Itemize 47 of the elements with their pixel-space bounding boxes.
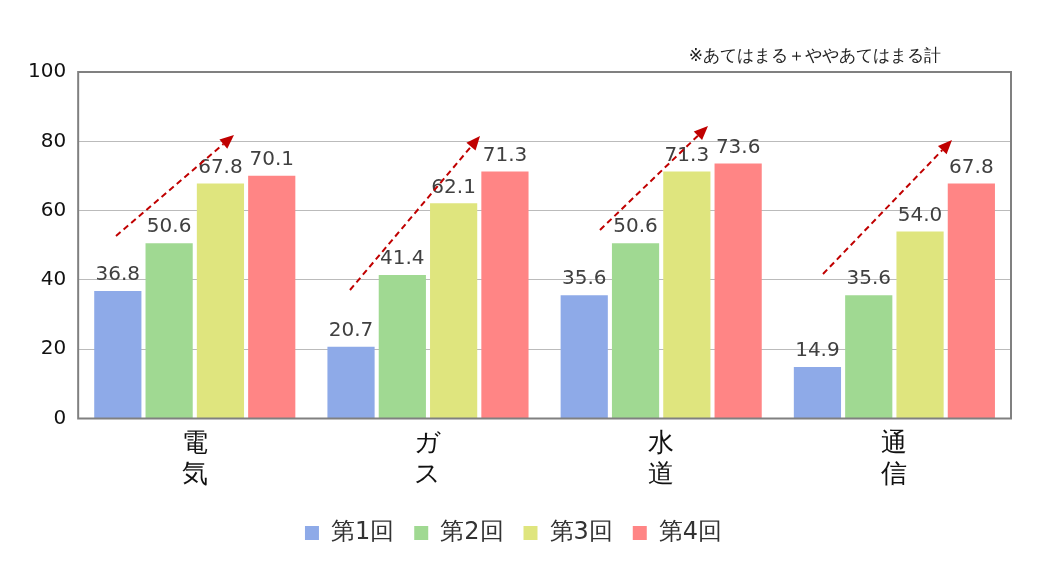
bar — [947, 183, 995, 419]
legend-label: 第1回 — [330, 517, 395, 546]
legend-label: 第3回 — [549, 517, 613, 546]
text: 70.1 — [249, 145, 294, 170]
bar — [145, 243, 193, 419]
x-tick-label: 通信 — [881, 426, 908, 489]
text: 50.6 — [613, 213, 658, 238]
text: 41.4 — [380, 245, 425, 270]
bar — [481, 171, 529, 419]
text: 50.6 — [146, 213, 192, 238]
text: 71.3 — [664, 141, 710, 166]
text: 67.8 — [198, 153, 243, 178]
text: 14.9 — [795, 337, 840, 362]
bar — [430, 203, 478, 419]
x-tick-label: 水道 — [648, 426, 675, 489]
bar — [378, 275, 426, 419]
text: 35.6 — [561, 265, 607, 290]
legend-label: 第4回 — [658, 517, 723, 546]
text: ※あてはまる＋ややあてはまる計 — [688, 44, 941, 67]
text: 36.8 — [95, 261, 141, 286]
y-tick-label: 60 — [40, 196, 67, 221]
bar — [714, 163, 762, 419]
bar — [611, 243, 660, 419]
text: 62.1 — [431, 173, 476, 198]
bar — [793, 366, 842, 419]
bar — [896, 231, 944, 419]
text: 35.6 — [846, 265, 892, 290]
x-tick-label: 電気 — [181, 426, 208, 489]
text: 20.7 — [328, 317, 374, 342]
text: 54.0 — [897, 201, 943, 226]
text: 73.6 — [715, 133, 761, 158]
y-tick-label: 40 — [40, 266, 67, 291]
bar — [196, 183, 245, 419]
legend-label: 第2回 — [440, 517, 504, 546]
bar — [845, 295, 893, 419]
y-tick-label: 0 — [53, 404, 67, 429]
bar — [560, 295, 608, 419]
bar — [663, 171, 711, 419]
y-tick-label: 20 — [40, 335, 67, 360]
x-tick-label: ガス — [414, 426, 442, 489]
text: 71.3 — [482, 141, 528, 166]
bar — [327, 346, 375, 419]
y-tick-label: 80 — [40, 127, 67, 152]
text: 67.8 — [949, 153, 994, 178]
bar — [248, 175, 296, 419]
bar — [94, 291, 142, 419]
y-tick-label: 100 — [27, 58, 67, 83]
